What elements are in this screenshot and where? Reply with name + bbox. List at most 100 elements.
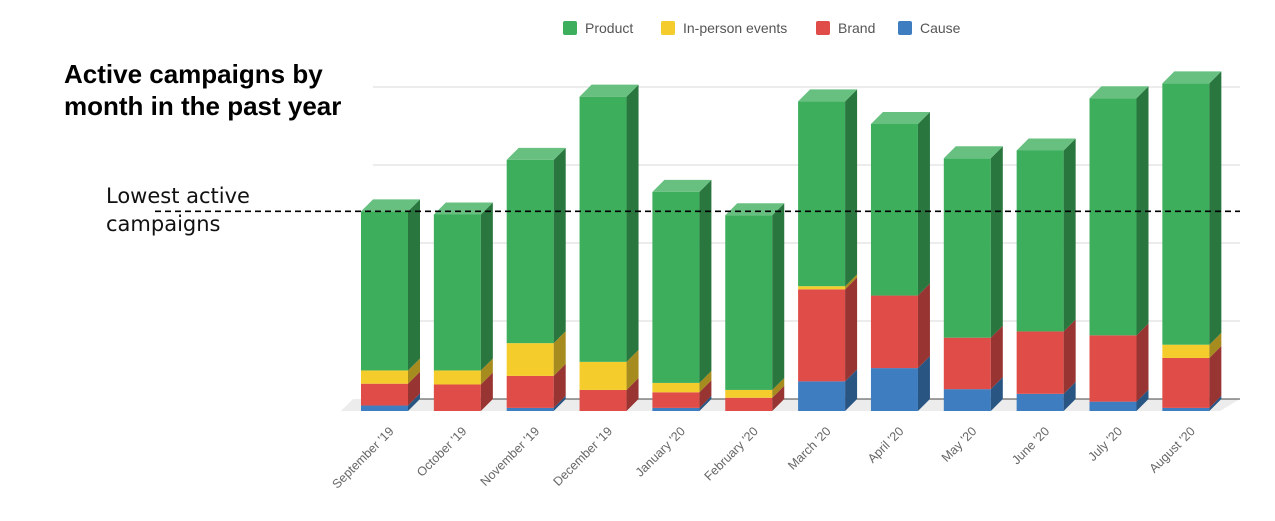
bar-segment <box>1016 138 1076 332</box>
bar-segment <box>943 325 1003 390</box>
bar-side <box>1063 319 1076 394</box>
bar-front <box>1016 393 1064 411</box>
bar-side <box>626 377 639 411</box>
bar-front <box>725 215 773 390</box>
bar-front <box>579 96 627 362</box>
x-tick-label: June '20 <box>1009 424 1052 467</box>
bar-side <box>845 89 858 287</box>
bar-segment <box>506 363 566 408</box>
bar-segment <box>652 179 712 383</box>
bar-stack <box>943 146 1003 411</box>
bar-side <box>553 363 566 408</box>
bar-segment <box>652 370 712 393</box>
bar-front <box>1162 83 1210 345</box>
bar-side <box>699 179 712 383</box>
bar-segment <box>433 372 493 411</box>
bar-top <box>506 147 566 160</box>
bar-top <box>579 84 639 97</box>
bar-side <box>1209 332 1222 358</box>
bar-side <box>772 377 785 398</box>
bar-front <box>1089 401 1137 411</box>
bar-front <box>725 389 773 398</box>
bar-front <box>798 381 846 411</box>
legend[interactable]: Product In-person events Brand Cause <box>563 20 961 36</box>
x-tick-label: August '20 <box>1147 424 1198 475</box>
bar-front <box>943 389 991 411</box>
legend-item[interactable]: Brand <box>816 20 875 36</box>
bar-front <box>506 407 554 411</box>
bar-top <box>1016 138 1076 151</box>
bar-top <box>1089 86 1149 99</box>
bar-top <box>943 146 1003 159</box>
bar-front <box>1089 335 1137 402</box>
bar-side <box>917 111 930 296</box>
bar-side <box>408 371 420 406</box>
bar-segment <box>361 358 420 384</box>
bar-stack <box>652 179 712 411</box>
x-tick-label: July '20 <box>1086 424 1126 464</box>
bar-side <box>553 395 566 411</box>
bar-segment <box>506 147 566 344</box>
bar-front <box>1162 357 1210 408</box>
bar-side <box>917 356 930 411</box>
legend-swatch <box>661 21 675 35</box>
bar-segment <box>652 395 712 411</box>
x-tick-label: April '20 <box>865 424 907 466</box>
bar-side <box>553 147 566 344</box>
bar-front <box>943 158 991 338</box>
bar-segment <box>870 111 930 296</box>
bar-top <box>361 199 420 212</box>
bar-front <box>725 397 773 411</box>
bar-front <box>433 370 481 385</box>
bar-segment <box>1162 332 1222 358</box>
bar-top <box>652 179 712 192</box>
bar-segment <box>361 371 420 406</box>
bar-side <box>626 349 639 390</box>
x-tick-label: March '20 <box>785 424 833 472</box>
bar-segment <box>361 393 420 411</box>
bar-stack <box>1162 71 1222 411</box>
x-tick-label: January '20 <box>633 424 688 479</box>
bar-front <box>652 382 700 393</box>
bar-front <box>361 405 408 411</box>
legend-item[interactable]: Cause <box>898 20 961 36</box>
legend-swatch <box>563 21 577 35</box>
bar-segment <box>1162 395 1222 411</box>
bar-side <box>480 202 493 371</box>
bar-side <box>990 146 1003 338</box>
bar-side <box>990 377 1003 411</box>
bar-stack <box>725 203 785 411</box>
chart-floor <box>341 399 1240 411</box>
bar-top <box>725 203 785 216</box>
bar-segment <box>798 274 858 290</box>
bar-side <box>1136 389 1149 411</box>
bar-front <box>1016 150 1064 332</box>
bar-segment <box>579 349 639 390</box>
bar-segment <box>870 356 930 411</box>
bar-side <box>699 370 712 393</box>
bar-segment <box>798 89 858 287</box>
bar-side <box>1209 395 1222 411</box>
bar-segment <box>652 380 712 408</box>
bar-segment <box>1089 389 1149 411</box>
x-tick-label: December '19 <box>551 424 616 489</box>
bars <box>361 71 1222 411</box>
legend-label: In-person events <box>683 20 787 36</box>
bar-segment <box>725 203 785 390</box>
bar-side <box>845 274 858 290</box>
bar-segment <box>1016 381 1076 411</box>
bar-side <box>480 358 493 385</box>
bar-side <box>699 380 712 408</box>
bar-front <box>652 191 700 383</box>
legend-item[interactable]: Product <box>563 20 633 36</box>
legend-item[interactable]: In-person events <box>661 20 787 36</box>
bar-front <box>506 343 554 376</box>
bar-front <box>433 214 481 371</box>
bar-front <box>1162 407 1210 411</box>
x-tick-label: February '20 <box>702 424 761 483</box>
bar-front <box>361 370 408 384</box>
bar-front <box>943 337 991 390</box>
bar-side <box>1209 71 1222 345</box>
bar-stack <box>361 199 420 411</box>
